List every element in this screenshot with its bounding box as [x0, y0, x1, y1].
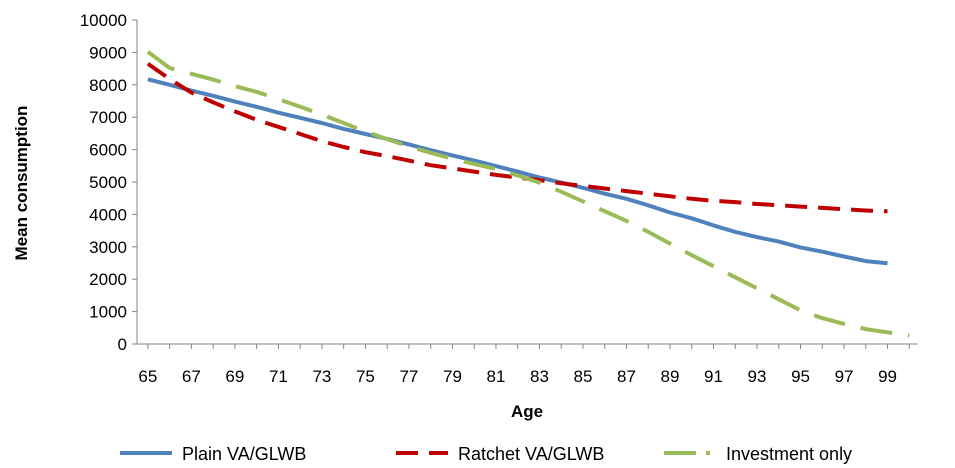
x-tick-label: 73 — [312, 367, 331, 386]
x-tick-label: 89 — [661, 367, 680, 386]
y-tick-label: 0 — [118, 335, 127, 354]
series-line-1 — [147, 77, 888, 266]
y-tick-label: 1000 — [89, 303, 127, 322]
series-line-2 — [146, 62, 888, 214]
x-tick-label: 75 — [356, 367, 375, 386]
y-tick-label: 10000 — [80, 11, 127, 30]
x-tick-label: 99 — [878, 367, 897, 386]
x-axis: 65 67 69 71 73 75 77 79 81 83 85 87 89 91 93 95 97 99 — [137, 343, 918, 386]
x-tick-label: 67 — [182, 367, 201, 386]
x-tick-label: 81 — [486, 367, 505, 386]
y-tick-label: 9000 — [89, 43, 127, 62]
x-tick-label: 71 — [269, 367, 288, 386]
y-tick-label: 8000 — [89, 76, 127, 95]
x-tick-label: 93 — [748, 367, 767, 386]
x-tick-label: 83 — [530, 367, 549, 386]
legend-label: Ratchet VA/GLWB — [458, 444, 604, 464]
x-tick-label: 97 — [835, 367, 854, 386]
x-axis-title: Age — [511, 402, 543, 421]
legend-label: Plain VA/GLWB — [182, 444, 306, 464]
y-tick-label: 7000 — [89, 108, 127, 127]
series-line-3 — [146, 50, 910, 338]
x-tick-label: 77 — [399, 367, 418, 386]
y-axis: 0 1000 2000 3000 4000 5000 6000 7000 8000 9000 100… — [80, 11, 138, 354]
legend: Plain VA/GLWB Ratchet VA/GLWB Investment o… — [120, 444, 852, 464]
x-tick-label: 91 — [704, 367, 723, 386]
x-tick-label: 69 — [225, 367, 244, 386]
x-tick-label: 87 — [617, 367, 636, 386]
y-tick-label: 3000 — [89, 238, 127, 257]
x-tick-label: 65 — [138, 367, 157, 386]
legend-label: Investment only — [726, 444, 852, 464]
y-tick-label: 5000 — [89, 173, 127, 192]
y-tick-label: 2000 — [89, 270, 127, 289]
x-tick-label: 79 — [443, 367, 462, 386]
x-tick-label: 85 — [574, 367, 593, 386]
y-tick-label: 4000 — [89, 205, 127, 224]
series-layer — [146, 50, 910, 338]
x-tick-label: 95 — [791, 367, 810, 386]
y-tick-label: 6000 — [89, 141, 127, 160]
y-axis-title: Mean consumption — [12, 106, 31, 261]
